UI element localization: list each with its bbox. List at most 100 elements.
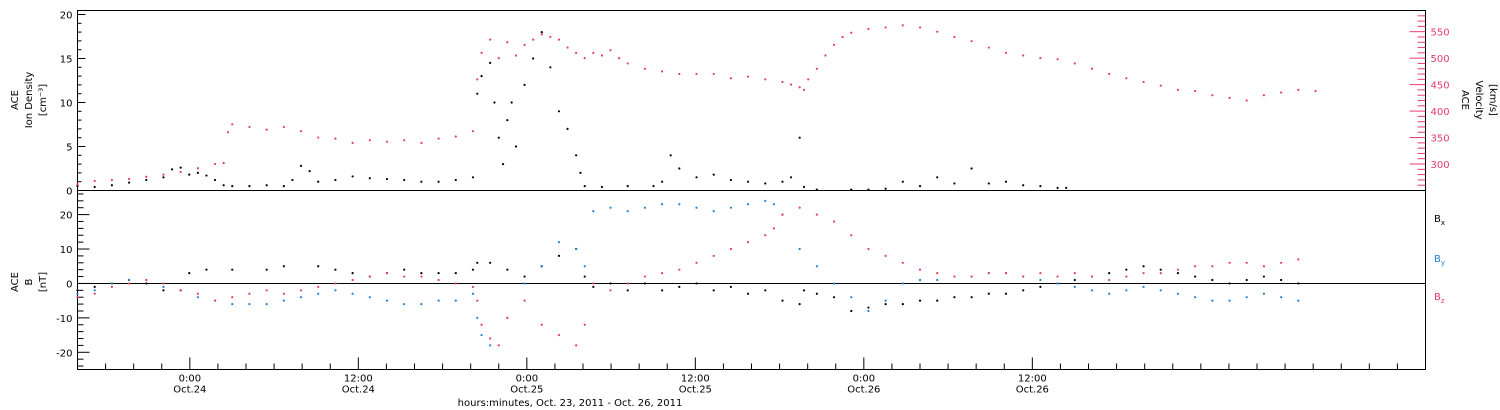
ion-density-series-point (110, 184, 113, 187)
velocity-tick-label: 400 (1431, 107, 1450, 118)
by-series-point (437, 299, 440, 302)
by-series-point (127, 278, 131, 282)
time-axis-ticks: 0:00Oct.2412:00Oct.240:00Oct.2512:00Oct.… (77, 357, 1426, 396)
velocity-series-point (226, 131, 230, 134)
by-series-point (764, 199, 767, 202)
bz-series-point (1004, 272, 1008, 275)
date-tick-label: Oct.24 (342, 385, 375, 396)
bx-series-point (970, 296, 973, 299)
by-series-point (93, 289, 96, 292)
ion-density-series-point (695, 176, 698, 179)
by-series-point (1194, 296, 1197, 299)
velocity-series-point (127, 177, 131, 180)
velocity-series-point (110, 178, 113, 182)
velocity-series-point (1228, 96, 1231, 99)
ion-density-series-point (579, 171, 582, 174)
velocity-tick-label: 450 (1431, 81, 1450, 92)
velocity-tick-label: 550 (1431, 28, 1450, 39)
velocity-series-point (643, 67, 647, 70)
bx-series-point (162, 289, 165, 292)
by-series-point (265, 302, 268, 306)
velocity-series-point (832, 43, 836, 47)
ion-density-series-point (265, 184, 268, 187)
ion-density-series-point (127, 181, 131, 184)
ion-density-series-point (501, 163, 505, 166)
by-series-point (643, 206, 647, 209)
ion-density-series-point (196, 171, 199, 174)
ion-density-series-point (669, 154, 672, 157)
velocity-series-point (789, 83, 793, 86)
ion-density-series-point (652, 185, 655, 188)
velocity-series-point (489, 38, 492, 41)
bx-series-point (1125, 268, 1128, 271)
ion-density-series-point (248, 185, 251, 188)
velocity-series-point (1039, 57, 1042, 60)
bx-series-point (953, 296, 956, 299)
bx-series-point (802, 289, 806, 292)
ion-density-series-point (76, 185, 79, 188)
velocity-series-point (600, 54, 604, 57)
by-series-point (936, 278, 939, 282)
bz-series-point (1176, 268, 1180, 271)
legend-bz-main: B (1434, 292, 1441, 303)
ion-density-series-point (476, 92, 479, 95)
bz-series-point (265, 289, 268, 292)
bx-series-point (729, 285, 732, 288)
bx-series-point (678, 285, 681, 288)
by-series-point (1039, 278, 1042, 282)
bz-series-point (936, 272, 939, 275)
field-axis-label-line3: [nT] (38, 272, 49, 292)
field-tick-label: -20 (56, 348, 72, 359)
by-series-point (583, 265, 586, 268)
velocity-series-point (1314, 89, 1317, 93)
bx-series-point (231, 268, 234, 271)
bottom-panel-series (76, 199, 1300, 347)
bx-series-point (936, 299, 939, 302)
time-tick-label: 12:00 (1018, 374, 1047, 385)
velocity-series-point (385, 140, 389, 143)
bx-series-point (420, 272, 423, 275)
bz-series-point (953, 275, 956, 278)
velocity-series-point (1073, 62, 1076, 65)
date-tick-label: Oct.25 (510, 385, 543, 396)
velocity-series-point (824, 54, 827, 57)
ion-density-series-point (471, 176, 475, 179)
bx-series-point (1297, 282, 1300, 285)
bz-series-point (626, 282, 629, 285)
ion-density-series-point (231, 185, 234, 188)
ion-density-series-point (351, 175, 354, 178)
bz-series-point (575, 344, 578, 347)
bz-series-point (918, 268, 922, 271)
bz-series-point (583, 323, 586, 326)
velocity-series-point (618, 57, 621, 60)
legend-bx: Bx (1434, 214, 1445, 227)
velocity-series-point (523, 43, 526, 47)
ion-density-series-point (205, 174, 208, 177)
ion-density-series-point (403, 178, 406, 182)
by-series-point (351, 292, 354, 295)
bz-series-point (368, 275, 371, 278)
bz-series-point (678, 268, 681, 271)
velocity-series-point (746, 75, 750, 78)
bz-series-point (282, 292, 285, 295)
bx-series-point (1280, 278, 1283, 282)
bz-series-point (970, 275, 973, 278)
top-panel-frame (77, 10, 1426, 191)
bz-series-point (712, 254, 715, 258)
bz-series-point (110, 285, 113, 288)
velocity-tick-label: 500 (1431, 54, 1450, 65)
velocity-series-point (532, 38, 535, 41)
by-series-point (850, 296, 853, 299)
by-series-point (798, 247, 801, 251)
bz-series-point (867, 247, 870, 251)
bz-series-point (1262, 265, 1266, 268)
velocity-tick-label: 300 (1431, 160, 1450, 171)
bz-series-point (385, 272, 389, 275)
ion-density-series-point (600, 185, 604, 189)
velocity-series-point (936, 30, 939, 33)
bz-series-point (506, 316, 509, 319)
ion-density-series-point (493, 101, 496, 104)
by-series-point (626, 210, 629, 213)
velocity-series-point (162, 173, 165, 176)
by-series-point (368, 296, 371, 299)
